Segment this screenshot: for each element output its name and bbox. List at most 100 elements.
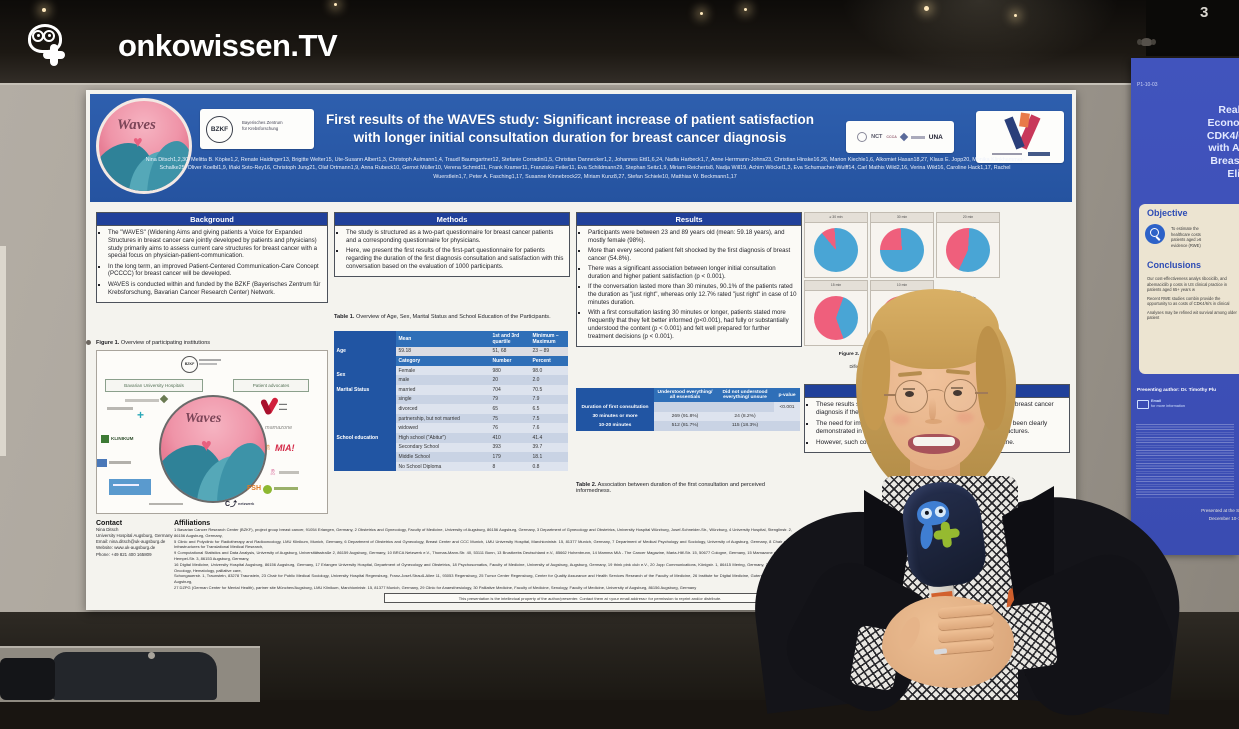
netzwerk-c-icon: C⤴ <box>225 501 238 508</box>
partner-logo-block <box>97 459 107 467</box>
logo-text-bar <box>992 153 1022 155</box>
background-bullet: In the long term, an improved Patient-Ce… <box>108 263 323 279</box>
poster-title-line1: First results of the WAVES study: Signif… <box>325 112 815 127</box>
figure1-institutions: BZKF Bavarian University Hospitals Patie… <box>96 350 328 514</box>
presented-line2: December 10-13, 202 <box>1208 516 1239 521</box>
pie-panel: 10 min <box>870 280 934 346</box>
group-right-label: Patient advocates <box>233 379 309 392</box>
brand-watermark: onkowissen.TV <box>26 22 338 70</box>
legend-title: Satisfaction <box>942 290 961 294</box>
mamazone-logo: mamazone <box>265 425 293 431</box>
background-bullet: WAVES is conducted within and funded by … <box>108 281 323 297</box>
objective-text: To estimate the healthcare costs patient… <box>1171 226 1202 248</box>
legend-label: Time just right <box>948 302 971 307</box>
klinikum-icon <box>101 435 109 443</box>
affiliation-line: 16 Digital Medicine, University Hospital… <box>174 561 792 573</box>
email-icon <box>1137 400 1149 409</box>
pie-label: 10 min <box>871 281 933 291</box>
ring-logo-icon <box>857 132 868 142</box>
gray-pushpin <box>86 340 91 345</box>
contact-heading: Contact <box>96 520 123 527</box>
email-label: Email <box>1151 399 1162 403</box>
t2-h-notunderstood: Did not understood everything/ unsure <box>716 388 774 403</box>
pie-panel: 20 min <box>936 212 1000 278</box>
contact-email: Email: nina.ditsch@uk-augsburg.de <box>96 539 166 545</box>
figure1-caption: Figure 1. Overview of participating inst… <box>96 340 211 346</box>
mia-logo: MIA! <box>275 443 295 453</box>
conclusions-bullet: These results show a significantly bette… <box>816 401 1065 417</box>
owl-outline-eye <box>43 30 55 42</box>
owl-cross-shape <box>50 44 58 66</box>
affiliations-heading: Affiliations <box>174 520 211 527</box>
pie-panel: ≥ 30 min <box>804 212 868 278</box>
pie-label: 30 min <box>871 213 933 223</box>
contact-web: Website: www.uk-augsburg.de <box>96 545 156 551</box>
results-heading: Results <box>577 213 801 226</box>
t1-school-label: School education <box>334 432 396 472</box>
fsh-logo: FSH <box>247 485 261 492</box>
waves-logo: Waves ♥ <box>96 98 192 194</box>
sabcs-ribbon-logo-box <box>976 111 1064 163</box>
conference-ceiling <box>0 0 1239 95</box>
right-poster-title: Real-World Economic Outc CDK4/6 Inhibito… <box>1206 104 1239 180</box>
conclusions-bullet: However, such concepts still need to be … <box>816 439 1065 447</box>
ceiling-light <box>334 3 337 6</box>
partner-logo-bar <box>149 503 183 505</box>
logo-text-bar <box>199 359 221 361</box>
t2-duration-label: Duration of first consultation <box>576 402 654 412</box>
logo-text-bar <box>113 484 139 486</box>
ceiling-light <box>924 6 929 11</box>
rp-conclusions-text: Our cost-effectiveness analys ribociclib… <box>1147 276 1237 321</box>
background-bullet: The "WAVES" (Widening Aims and giving pa… <box>108 229 323 260</box>
ceiling-light <box>700 12 703 15</box>
pie-label: ≥ 30 min <box>805 213 867 223</box>
bzkf-name-line1: Bayerisches Zentrum <box>242 120 283 125</box>
contact-org: University Hospital Augsburg, Germany <box>96 533 173 539</box>
affiliation-line: 27 DZPG (German Center for Mental Health… <box>174 584 697 590</box>
results-bullet: Participants were between 23 and 89 year… <box>588 229 797 245</box>
conclusions-section: Conclusions These results show a signifi… <box>804 384 1070 454</box>
bzkf-mini-logo: BZKF <box>181 356 198 373</box>
legend-swatch-red <box>942 296 947 301</box>
t1-h-category: Category <box>396 356 490 366</box>
references-block <box>1136 424 1234 498</box>
background-heading: Background <box>97 213 327 226</box>
ribbon-text-bars: ▬▬ ▬▬ <box>279 401 287 412</box>
t2-row-label: 30 minutes or more <box>576 411 654 422</box>
screw <box>148 652 155 659</box>
bzkf-circle-logo: BZKF <box>206 116 233 143</box>
bzkf-name-line2: für Krebsforschung <box>242 126 279 132</box>
pie-chart-20min <box>946 228 990 272</box>
legend-swatch-blue <box>942 302 947 307</box>
poster-header: Waves ♥ BZKF Bayerisches Zentrum für Kre… <box>90 94 1072 202</box>
methods-section: Methods The study is structured as a two… <box>334 212 570 277</box>
results-bullet: There was a significant association betw… <box>588 265 797 281</box>
netzwerk-logo: netzwerk <box>238 502 255 506</box>
t1-h-minmax: Minimum – Maximum <box>530 331 568 347</box>
pie-label: 20 min <box>937 213 999 223</box>
t1-h-quartile: 1st and 3rd quartile <box>490 331 530 347</box>
t1-h-percent: Percent <box>530 356 568 366</box>
affiliations-block: Affiliations 1 Bavarian Cancer Research … <box>174 520 792 591</box>
magnifier-handle <box>1155 236 1161 241</box>
logo-text-bar <box>1028 152 1050 156</box>
pie-panel: 30 min <box>870 212 934 278</box>
table2: Understood everything/ all essentials Di… <box>576 388 800 431</box>
ribbon-shape <box>1019 112 1030 128</box>
pie-chart-30min <box>880 228 924 272</box>
fsh-circle-icon <box>263 485 272 494</box>
group-left-label: Bavarian University Hospitals <box>105 379 203 392</box>
methods-bullet: Here, we present the first results of th… <box>346 247 565 270</box>
mia-ribbon-icon: 🎗 <box>265 445 272 451</box>
methods-heading: Methods <box>335 213 569 226</box>
partner-logo-bar <box>125 399 159 402</box>
magnifier-lens <box>1150 228 1159 237</box>
waves-center-logo: Waves ♥ <box>159 395 267 503</box>
waves-logo-script: Waves <box>117 117 156 133</box>
ceiling-light <box>1014 14 1017 17</box>
klinikum-logo: KLINIKUM <box>111 436 134 441</box>
partner-logo-block <box>109 479 151 495</box>
dark-object <box>0 658 55 700</box>
affiliation-line: 5 Clinic and Polyclinic for Radiotherapy… <box>174 538 792 550</box>
email-sub: for more information <box>1151 404 1185 409</box>
